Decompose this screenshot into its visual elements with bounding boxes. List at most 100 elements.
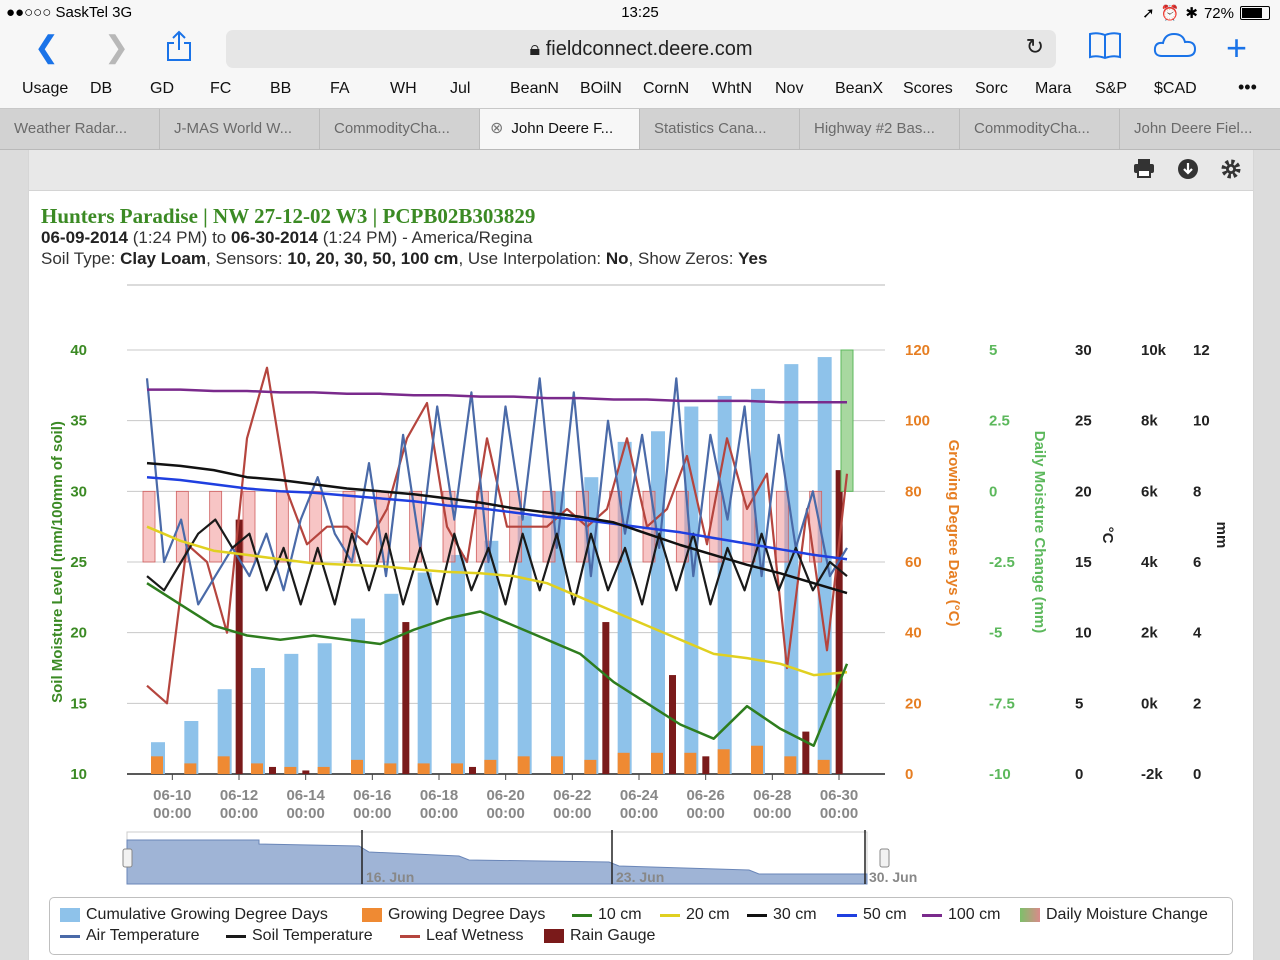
x-tick-label: 00:00: [420, 805, 458, 822]
close-tab-icon[interactable]: ⊗: [490, 120, 504, 137]
legend-item[interactable]: 100 cm: [922, 906, 1000, 924]
tab-item[interactable]: Highway #2 Bas...: [800, 109, 960, 149]
bookmark-item[interactable]: FA: [330, 80, 350, 97]
reload-icon[interactable]: ↻: [1025, 34, 1044, 59]
tab-item-active[interactable]: ⊗ John Deere F...: [480, 109, 640, 149]
legend-label: 20 cm: [686, 906, 730, 923]
legend-item[interactable]: Daily Moisture Change: [1020, 906, 1208, 924]
chart-legend: Cumulative Growing Degree Days Growing De…: [49, 897, 1233, 955]
bookmark-item[interactable]: S&P: [1095, 80, 1128, 97]
axis-tick-label: 40: [70, 342, 87, 359]
legend-item[interactable]: Growing Degree Days: [362, 906, 545, 924]
bookmark-item[interactable]: CornN: [643, 80, 690, 97]
daily-gdd-bar: [417, 763, 430, 774]
daily-gdd-bar: [684, 752, 697, 774]
alarm-icon: ⏰: [1160, 5, 1180, 22]
cumulative-gdd-bar: [784, 364, 799, 774]
bookmark-item[interactable]: Sorc: [975, 80, 1008, 97]
forward-icon[interactable]: ❯: [104, 31, 130, 64]
share-icon[interactable]: [166, 30, 192, 71]
bookmark-item[interactable]: FC: [210, 80, 232, 97]
axis-tick-label: 2k: [1141, 625, 1158, 642]
y-axis-title: mm: [1213, 522, 1230, 549]
icloud-tabs-icon[interactable]: [1152, 30, 1198, 69]
axis-tick-label: -5: [989, 625, 1002, 642]
daily-gdd-bar: [451, 763, 463, 774]
axis-tick-label: 25: [70, 554, 87, 571]
new-tab-icon[interactable]: +: [1226, 27, 1248, 68]
rain-gauge-bar: [402, 622, 410, 774]
legend-item[interactable]: Soil Temperature: [226, 927, 373, 945]
bookmark-item[interactable]: GD: [150, 80, 174, 97]
more-bookmarks-icon[interactable]: •••: [1238, 77, 1257, 97]
tab-item[interactable]: Statistics Cana...: [640, 109, 800, 149]
clock-label: 13:25: [621, 4, 659, 21]
axis-tick-label: 6k: [1141, 483, 1158, 500]
legend-item[interactable]: Air Temperature: [60, 927, 200, 945]
address-bar[interactable]: 🔒︎ fieldconnect.deere.com ↻: [226, 30, 1056, 68]
navigator-handle[interactable]: [122, 848, 133, 868]
bookmark-item[interactable]: Usage: [22, 80, 69, 97]
bookmark-item[interactable]: $CAD: [1154, 80, 1197, 97]
legend-item[interactable]: 30 cm: [747, 906, 817, 924]
legend-swatch: [60, 934, 80, 938]
bookmark-item[interactable]: BB: [270, 80, 292, 97]
legend-swatch: [60, 908, 80, 922]
daily-gdd-bar: [817, 759, 830, 774]
bookmark-item[interactable]: BeanN: [510, 80, 559, 97]
tab-item[interactable]: Weather Radar...: [0, 109, 160, 149]
bookmark-item[interactable]: BeanX: [835, 80, 884, 97]
air-temperature-line: [145, 377, 848, 606]
tab-item[interactable]: CommodityCha...: [960, 109, 1120, 149]
legend-label: Growing Degree Days: [388, 906, 546, 923]
axis-tick-label: -10: [989, 766, 1011, 783]
daily-gdd-bar: [751, 745, 763, 774]
tab-item[interactable]: CommodityCha...: [320, 109, 480, 149]
x-tick-label: 00:00: [286, 805, 324, 822]
tab-item[interactable]: John Deere Fiel...: [1134, 120, 1253, 137]
weather-chart: 4035302520151012010080604020052.50-2.5-5…: [49, 284, 1230, 885]
legend-label: Air Temperature: [86, 927, 200, 944]
bookmarks-icon[interactable]: [1088, 30, 1122, 69]
legend-item[interactable]: Cumulative Growing Degree Days: [60, 906, 328, 924]
x-tick-label: 06-16: [353, 787, 391, 804]
bookmark-item[interactable]: Nov: [775, 80, 804, 97]
soil-temp-range-box: [209, 490, 223, 563]
x-tick-label: 06-20: [486, 787, 524, 804]
download-icon[interactable]: [1177, 158, 1199, 186]
cumulative-gdd-bar: [251, 668, 265, 774]
battery-percent: 72%: [1203, 4, 1234, 22]
printer-icon[interactable]: [1133, 158, 1155, 184]
bookmark-item[interactable]: Jul: [450, 80, 471, 97]
legend-item[interactable]: 20 cm: [660, 906, 730, 924]
bookmark-item[interactable]: WhtN: [712, 80, 752, 97]
legend-item[interactable]: Rain Gauge: [544, 927, 655, 945]
sensor-info: Soil Type: Clay Loam, Sensors: 10, 20, 3…: [41, 249, 768, 268]
axis-tick-label: -7.5: [989, 695, 1015, 712]
daily-gdd-bar: [617, 752, 630, 774]
x-tick-label: 06-30: [820, 787, 858, 804]
legend-item[interactable]: Leaf Wetness: [400, 927, 524, 945]
axis-tick-label: 20: [70, 625, 87, 642]
bookmark-item[interactable]: Mara: [1035, 80, 1072, 97]
y-axis-title: °C: [1099, 527, 1116, 544]
legend-item[interactable]: 50 cm: [837, 906, 907, 924]
gear-icon[interactable]: [1220, 158, 1242, 186]
cumulative-gdd-bar: [817, 357, 832, 774]
bookmark-item[interactable]: Scores: [903, 80, 953, 97]
bookmark-item[interactable]: WH: [390, 80, 417, 97]
x-tick-label: 00:00: [486, 805, 524, 822]
rain-gauge-bar: [469, 766, 476, 774]
navigator-handle[interactable]: [879, 848, 890, 868]
daily-gdd-bar: [717, 749, 730, 774]
bookmark-item[interactable]: BOilN: [580, 80, 622, 97]
axis-tick-label: 8k: [1141, 413, 1158, 430]
bookmark-item[interactable]: DB: [90, 80, 113, 97]
date-range: 06-09-2014 (1:24 PM) to 06-30-2014 (1:24…: [41, 228, 533, 247]
back-icon[interactable]: ❮: [34, 31, 60, 64]
axis-tick-label: 10k: [1141, 342, 1167, 359]
tab-item[interactable]: J-MAS World W...: [160, 109, 320, 149]
legend-item[interactable]: 10 cm: [572, 906, 642, 924]
rain-gauge-bar: [702, 756, 710, 774]
x-tick-label: 00:00: [353, 805, 391, 822]
